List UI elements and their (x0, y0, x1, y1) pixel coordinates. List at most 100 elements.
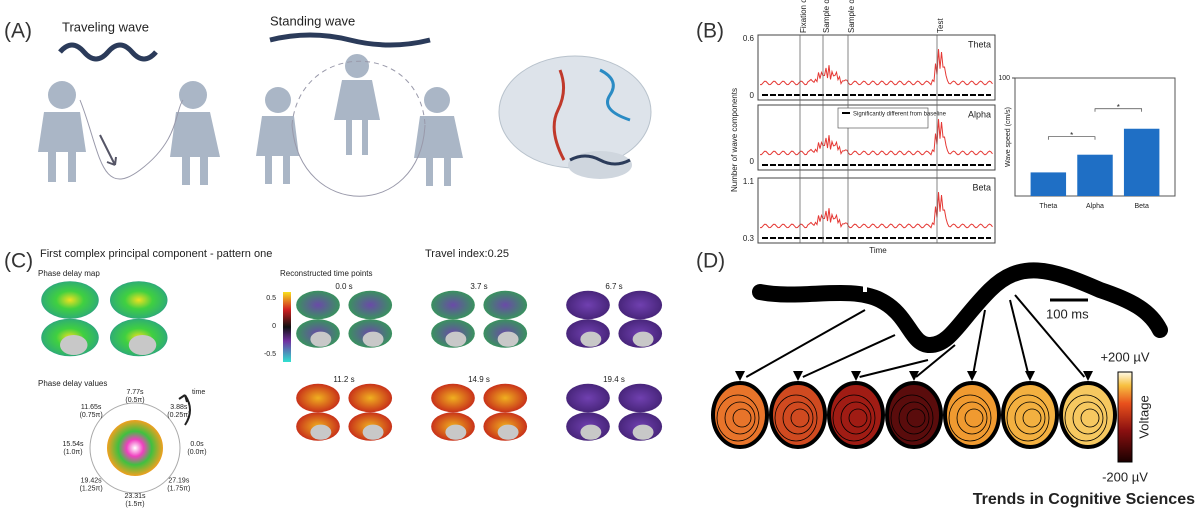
colorbar-label: Voltage (1136, 395, 1151, 438)
erp-trace (752, 262, 1168, 354)
medial-wall (580, 424, 602, 440)
arrow (178, 394, 191, 426)
contour (948, 394, 992, 442)
contour (840, 401, 872, 435)
contour (774, 394, 818, 442)
arrow-line (802, 334, 896, 378)
topomaps (711, 280, 1117, 449)
legend-box (837, 107, 929, 129)
wheel-phase: (1.5π) (125, 501, 144, 508)
colorbar-bottom: -200 µV (1102, 469, 1148, 484)
arrow-head (851, 371, 861, 381)
medial-wall (445, 424, 467, 440)
colorbar-tick: 0.5 (266, 295, 276, 302)
contour (890, 394, 934, 442)
contour (732, 408, 752, 428)
time-label: 6.7 s (605, 282, 622, 291)
panel-label: (B) (696, 20, 724, 43)
arrow-line (1014, 294, 1086, 378)
x-tick-label: Beta (1134, 203, 1149, 210)
tick-label: 0.3 (743, 234, 755, 243)
contour (790, 408, 810, 428)
time-label: 19.4 s (603, 375, 625, 384)
event-label: Test (936, 18, 945, 33)
cortex (348, 290, 393, 320)
cortex (110, 281, 168, 319)
cortex (348, 383, 393, 413)
tick-label: 0.6 (743, 34, 755, 43)
phase-wheel: 7.77s(0.5π)3.88s(0.25π)0.0s(0.0π)27.19s(… (62, 389, 206, 508)
cortex (618, 290, 663, 320)
axis-label: Time (869, 246, 887, 255)
wheel-time: 7.77s (126, 389, 144, 396)
medial-wall (632, 424, 654, 440)
contour (848, 408, 868, 428)
brains: 0.5 0 -0.5 0.0 s 3.7 s 6.7 s 11.2 s 14.9 s 19.4 … (41, 281, 663, 441)
tick-label: 0 (750, 157, 755, 166)
bar (1123, 128, 1160, 196)
event-label: Sample off (847, 0, 856, 33)
wave (569, 154, 631, 166)
marker (863, 280, 867, 292)
title: Travel index:0.25 (425, 248, 509, 260)
arrow-line (971, 309, 986, 378)
wheel-phase: (1.0π) (63, 449, 82, 456)
panel-label: (A) (4, 20, 32, 43)
cortex (431, 290, 475, 320)
arrow-head (793, 371, 803, 381)
contour (1014, 401, 1046, 435)
label: time (192, 389, 205, 396)
subtitle: Phase delay map (38, 269, 100, 278)
wheel-time: 27.19s (168, 478, 190, 485)
wheel-time: 0.0s (190, 441, 204, 448)
colorbar-tick: -0.5 (264, 351, 276, 358)
medial-wall (580, 331, 602, 347)
arrow-head (1025, 371, 1035, 381)
sig-bracket (1047, 136, 1096, 140)
caption: Traveling wave (62, 19, 149, 34)
cortex (296, 383, 340, 413)
rope (291, 60, 426, 126)
medial-wall (632, 331, 654, 347)
scale-label: 100 ms (1046, 306, 1089, 321)
contour (832, 394, 876, 442)
arrow-line (745, 309, 866, 378)
medial-wall (60, 335, 88, 355)
bar (1030, 172, 1067, 196)
arrow (99, 134, 117, 166)
wheel-time: 19.42s (81, 478, 103, 485)
sig-bracket (1094, 108, 1143, 112)
medial-wall (128, 335, 157, 355)
wheel-time: 11.65s (81, 404, 102, 411)
contour (1064, 394, 1108, 442)
medial-wall (497, 331, 519, 347)
axis-label: Number of wave components (730, 88, 739, 192)
bar-chart: 100 Theta Alpha Beta * * (998, 75, 1160, 210)
brain (498, 55, 652, 169)
panel-label: (C) (4, 250, 33, 273)
cortex (431, 383, 475, 413)
tick-label: 1.1 (743, 177, 755, 186)
medial-wall (310, 331, 332, 347)
wave (599, 68, 631, 122)
contour (1006, 394, 1050, 442)
trace (760, 119, 993, 156)
subplot-frame (757, 34, 996, 101)
contour (1072, 401, 1104, 435)
wave-icon (269, 32, 431, 48)
wheel-phase: (0.25π) (167, 412, 190, 419)
rope (291, 124, 426, 197)
medial-wall (497, 424, 519, 440)
time-label: 11.2 s (333, 375, 354, 384)
cortex (566, 383, 610, 413)
x-tick-label: Alpha (1086, 203, 1104, 210)
wheel-time: 3.88s (170, 404, 188, 411)
colorbar-top: +200 µV (1100, 349, 1149, 364)
time-label: 0.0 s (335, 282, 352, 291)
colorbar (1117, 371, 1133, 463)
sig-star: * (1070, 131, 1073, 140)
tick-label: 0 (750, 91, 755, 100)
subtitle: Phase delay values (38, 379, 107, 388)
contour (782, 401, 814, 435)
